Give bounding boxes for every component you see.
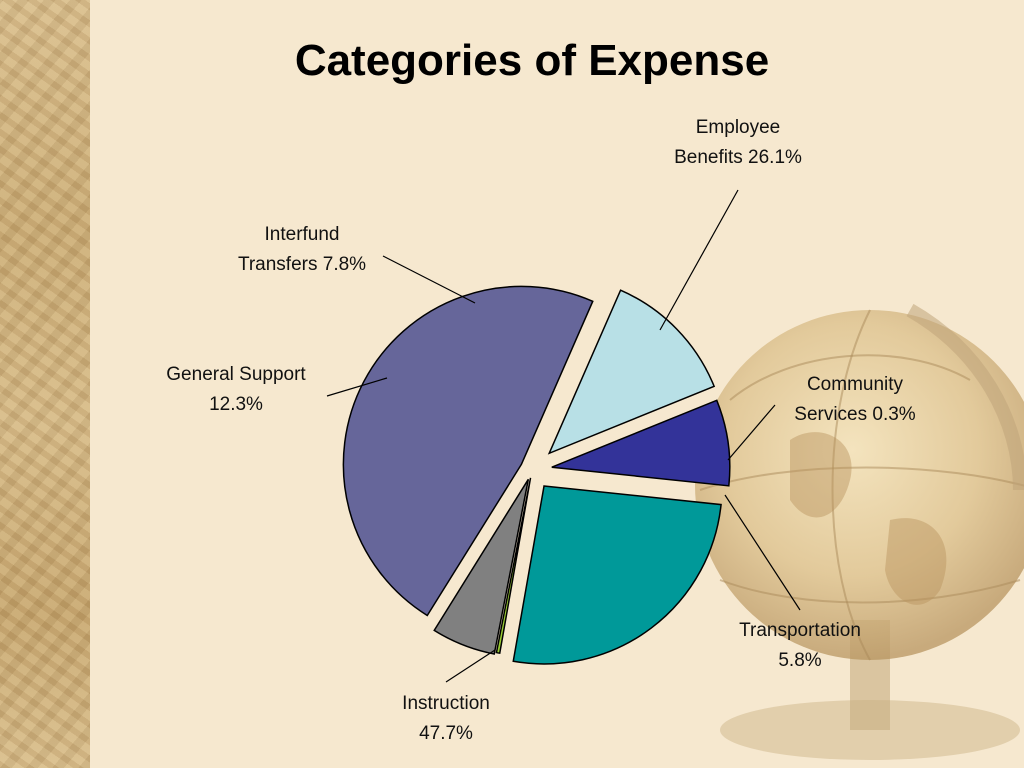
leader-line (659, 189, 739, 331)
pie-slice-community-services (495, 477, 532, 655)
leader-line (727, 404, 776, 461)
leader-line (445, 649, 496, 683)
leader-line (382, 255, 476, 304)
leader-line (724, 494, 801, 611)
chart-title: Categories of Expense (294, 36, 770, 85)
slice-label-community-services: Community Services 0.3% (794, 374, 916, 425)
slice-label-interfund-transfers: Interfund Transfers 7.8% (238, 224, 366, 275)
leader-line (326, 377, 388, 397)
slice-label-general-support: General Support 12.3% (166, 364, 306, 415)
slice-label-transportation: Transportation 5.8% (739, 620, 861, 671)
pie-slice-interfund-transfers (551, 399, 731, 487)
pie-slice-employee-benefits (512, 485, 722, 665)
pie-slice-transportation (433, 478, 530, 655)
pie-slice-instruction (342, 285, 594, 617)
slice-label-instruction: Instruction 47.7% (402, 693, 490, 744)
decorative-map-strip (0, 0, 90, 768)
slice-label-employee-benefits: Employee Benefits 26.1% (674, 117, 802, 168)
decorative-globe (640, 290, 1024, 768)
pie-slice-general-support (547, 289, 716, 455)
